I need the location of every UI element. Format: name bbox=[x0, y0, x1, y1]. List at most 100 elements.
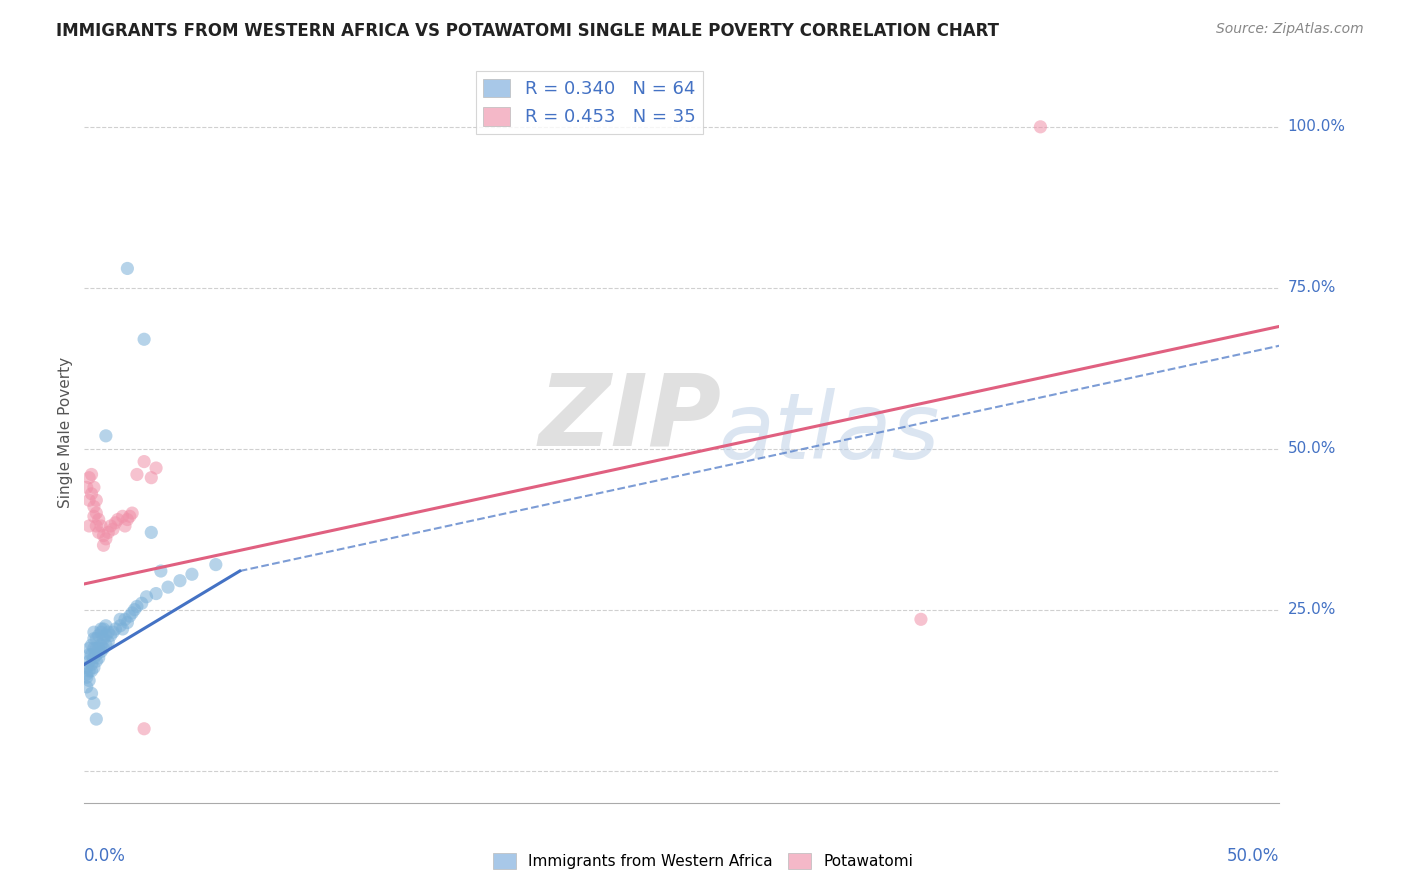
Point bbox=[104, 516, 127, 530]
Point bbox=[111, 622, 134, 636]
Point bbox=[110, 619, 132, 633]
Point bbox=[181, 567, 204, 582]
Point bbox=[90, 519, 112, 533]
Point bbox=[76, 480, 98, 494]
Point bbox=[86, 648, 108, 662]
Point bbox=[93, 641, 115, 656]
Point bbox=[145, 586, 167, 600]
Point bbox=[77, 664, 100, 678]
Point bbox=[118, 609, 141, 624]
Point bbox=[94, 619, 117, 633]
Point bbox=[80, 487, 103, 501]
Point bbox=[86, 654, 108, 668]
Point bbox=[80, 638, 103, 652]
Point bbox=[125, 599, 148, 614]
Point bbox=[94, 628, 117, 642]
Point bbox=[101, 625, 124, 640]
Point bbox=[77, 471, 100, 485]
Point bbox=[83, 641, 105, 656]
Point bbox=[87, 651, 110, 665]
Point bbox=[94, 532, 117, 546]
Point bbox=[77, 493, 100, 508]
Point bbox=[80, 657, 103, 672]
Point bbox=[76, 667, 98, 681]
Point bbox=[101, 522, 124, 536]
Point bbox=[157, 580, 180, 594]
Point bbox=[86, 493, 108, 508]
Point bbox=[910, 612, 932, 626]
Point bbox=[94, 638, 117, 652]
Point bbox=[111, 509, 134, 524]
Text: 100.0%: 100.0% bbox=[1288, 120, 1346, 135]
Point bbox=[80, 664, 103, 678]
Point bbox=[114, 519, 136, 533]
Text: ZIP: ZIP bbox=[538, 369, 721, 467]
Text: Source: ZipAtlas.com: Source: ZipAtlas.com bbox=[1216, 22, 1364, 37]
Point bbox=[104, 622, 127, 636]
Point bbox=[141, 525, 163, 540]
Point bbox=[114, 612, 136, 626]
Text: 75.0%: 75.0% bbox=[1288, 280, 1336, 295]
Point bbox=[117, 512, 139, 526]
Point bbox=[90, 622, 112, 636]
Point bbox=[90, 638, 112, 652]
Point bbox=[86, 506, 108, 520]
Point bbox=[77, 641, 100, 656]
Point bbox=[93, 538, 115, 552]
Point bbox=[83, 480, 105, 494]
Point bbox=[121, 506, 143, 520]
Point bbox=[145, 461, 167, 475]
Point bbox=[121, 606, 143, 620]
Point bbox=[93, 528, 115, 542]
Point bbox=[83, 651, 105, 665]
Text: 50.0%: 50.0% bbox=[1227, 847, 1279, 865]
Point bbox=[117, 261, 139, 276]
Point bbox=[86, 641, 108, 656]
Point bbox=[100, 628, 122, 642]
Point bbox=[149, 564, 172, 578]
Point bbox=[169, 574, 191, 588]
Point bbox=[135, 590, 157, 604]
Point bbox=[132, 722, 156, 736]
Point bbox=[117, 615, 139, 630]
Point bbox=[87, 628, 110, 642]
Point bbox=[80, 648, 103, 662]
Text: 25.0%: 25.0% bbox=[1288, 602, 1336, 617]
Text: IMMIGRANTS FROM WESTERN AFRICA VS POTAWATOMI SINGLE MALE POVERTY CORRELATION CHA: IMMIGRANTS FROM WESTERN AFRICA VS POTAWA… bbox=[56, 22, 1000, 40]
Legend: R = 0.340   N = 64, R = 0.453   N = 35: R = 0.340 N = 64, R = 0.453 N = 35 bbox=[475, 71, 703, 134]
Point bbox=[118, 509, 141, 524]
Point bbox=[83, 509, 105, 524]
Point bbox=[87, 641, 110, 656]
Point bbox=[100, 519, 122, 533]
Point bbox=[83, 660, 105, 674]
Text: 0.0%: 0.0% bbox=[84, 847, 127, 865]
Point bbox=[93, 622, 115, 636]
Text: 50.0%: 50.0% bbox=[1288, 442, 1336, 456]
Point bbox=[77, 519, 100, 533]
Point bbox=[87, 512, 110, 526]
Point bbox=[83, 500, 105, 514]
Point bbox=[83, 696, 105, 710]
Point bbox=[125, 467, 148, 482]
Point bbox=[83, 625, 105, 640]
Point bbox=[131, 596, 153, 610]
Point bbox=[1029, 120, 1052, 134]
Point bbox=[110, 612, 132, 626]
Point bbox=[124, 602, 146, 616]
Point bbox=[77, 648, 100, 662]
Point bbox=[77, 654, 100, 668]
Point bbox=[93, 632, 115, 646]
Point bbox=[86, 519, 108, 533]
Point bbox=[97, 525, 120, 540]
Point bbox=[132, 454, 156, 468]
Point bbox=[97, 635, 120, 649]
Point bbox=[76, 660, 98, 674]
Point bbox=[80, 686, 103, 700]
Point bbox=[86, 712, 108, 726]
Point bbox=[80, 467, 103, 482]
Point bbox=[87, 525, 110, 540]
Point bbox=[76, 670, 98, 684]
Point bbox=[107, 512, 129, 526]
Point bbox=[76, 680, 98, 694]
Legend: Immigrants from Western Africa, Potawatomi: Immigrants from Western Africa, Potawato… bbox=[486, 847, 920, 875]
